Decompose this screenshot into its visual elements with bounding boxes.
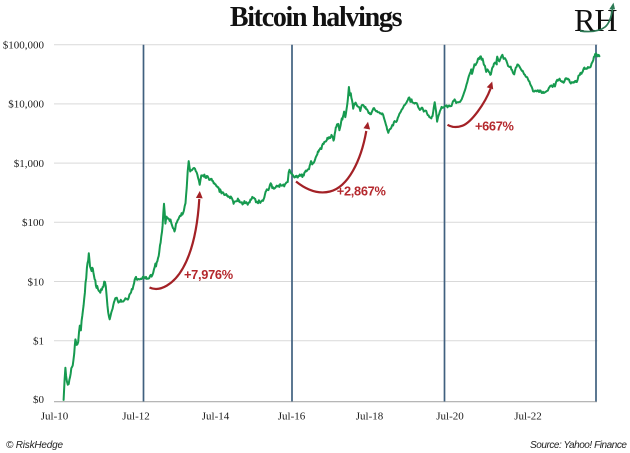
svg-text:Jul-10: Jul-10: [41, 411, 69, 423]
svg-text:$0: $0: [33, 394, 45, 406]
svg-text:Jul-16: Jul-16: [278, 411, 306, 423]
svg-text:$100,000: $100,000: [3, 40, 45, 52]
svg-text:Source: Yahoo! Finance: Source: Yahoo! Finance: [530, 440, 627, 451]
svg-text:© RiskHedge: © RiskHedge: [6, 440, 63, 451]
svg-text:$10,000: $10,000: [8, 99, 44, 111]
svg-text:Jul-14: Jul-14: [202, 411, 230, 423]
svg-text:$100: $100: [22, 217, 45, 229]
svg-text:$1: $1: [33, 336, 44, 348]
svg-text:Bitcoin halvings: Bitcoin halvings: [230, 2, 403, 33]
svg-text:+667%: +667%: [475, 118, 515, 133]
svg-text:+2,867%: +2,867%: [337, 184, 387, 199]
svg-text:+7,976%: +7,976%: [184, 267, 234, 282]
svg-text:$1,000: $1,000: [14, 158, 45, 170]
svg-text:Jul-22: Jul-22: [514, 411, 542, 423]
svg-text:Jul-12: Jul-12: [122, 411, 150, 423]
svg-text:$10: $10: [28, 276, 45, 288]
svg-text:Jul-20: Jul-20: [436, 411, 464, 423]
svg-text:Jul-18: Jul-18: [356, 411, 384, 423]
